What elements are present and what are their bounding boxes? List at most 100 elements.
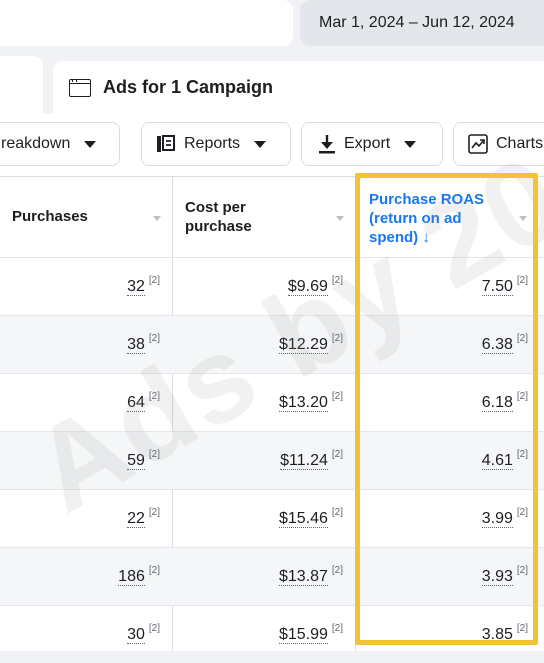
footnote-marker[interactable]: [2]: [148, 275, 160, 286]
footnote-marker[interactable]: [2]: [516, 623, 528, 634]
metric-value[interactable]: $13.20: [278, 393, 328, 412]
metric-value[interactable]: $9.69: [287, 277, 328, 296]
footnote-marker[interactable]: [2]: [516, 507, 528, 518]
metric-value[interactable]: $15.99: [278, 625, 328, 644]
sort-icon[interactable]: [336, 216, 344, 221]
footnote-marker[interactable]: [2]: [516, 449, 528, 460]
metric-value[interactable]: 6.38: [481, 335, 513, 354]
chart-icon: [468, 134, 488, 154]
tab-ads[interactable]: Ads for 1 Campaign: [53, 61, 544, 114]
metric-value[interactable]: $11.24: [280, 451, 328, 470]
footnote-marker[interactable]: [2]: [148, 507, 160, 518]
footnote-marker[interactable]: [2]: [148, 623, 160, 634]
cell-purchases: 38 [2]: [0, 316, 172, 373]
metric-value[interactable]: 30: [127, 625, 145, 644]
footnote-marker[interactable]: [2]: [331, 391, 343, 402]
date-range-picker[interactable]: Mar 1, 2024 – Jun 12, 2024: [300, 0, 544, 46]
export-label: Export: [344, 135, 391, 152]
toolbar: reakdown Reports Export Charts: [0, 114, 544, 176]
sort-icon[interactable]: [153, 216, 161, 221]
cell-cost-per-purchase: $15.99 [2]: [173, 606, 355, 663]
charts-label: Charts: [496, 135, 544, 152]
cell-cost-per-purchase: $15.46 [2]: [173, 490, 355, 547]
metric-value[interactable]: 6.18: [481, 393, 513, 412]
cell-purchases: 32 [2]: [0, 258, 172, 315]
table-row: 64 [2] $13.20 [2] 6.18 [2]: [0, 373, 544, 431]
metric-value[interactable]: 22: [127, 509, 145, 528]
cell-purchase-roas: 3.85 [2]: [356, 606, 544, 663]
breakdown-button[interactable]: reakdown: [0, 122, 120, 166]
footnote-marker[interactable]: [2]: [148, 333, 160, 344]
cell-cost-per-purchase: $13.20 [2]: [173, 374, 355, 431]
footnote-marker[interactable]: [2]: [148, 449, 160, 460]
breakdown-label: reakdown: [1, 135, 71, 152]
reports-label: Reports: [184, 135, 241, 152]
cell-cost-per-purchase: $9.69 [2]: [173, 258, 355, 315]
results-table: Purchases Cost per purchase Purchase ROA…: [0, 176, 544, 651]
footnote-marker[interactable]: [2]: [331, 565, 343, 576]
table-row: 38 [2] $12.29 [2] 6.38 [2]: [0, 315, 544, 373]
metric-value[interactable]: 59: [127, 451, 145, 470]
footnote-marker[interactable]: [2]: [331, 275, 343, 286]
cell-cost-per-purchase: $13.87 [2]: [173, 548, 355, 605]
footnote-marker[interactable]: [2]: [516, 275, 528, 286]
date-range-label: Mar 1, 2024 – Jun 12, 2024: [319, 14, 515, 31]
tab-ads-label: Ads for 1 Campaign: [103, 77, 274, 97]
reports-button[interactable]: Reports: [141, 122, 291, 166]
footnote-marker[interactable]: [2]: [331, 333, 343, 344]
cell-purchases: 22 [2]: [0, 490, 172, 547]
header-purchases-label: Purchases: [12, 208, 88, 225]
download-icon: [319, 135, 335, 154]
table-row: 32 [2] $9.69 [2] 7.50 [2]: [0, 257, 544, 315]
cell-cost-per-purchase: $11.24 [2]: [173, 432, 355, 489]
footnote-marker[interactable]: [2]: [331, 449, 343, 460]
cell-purchase-roas: 4.61 [2]: [356, 432, 544, 489]
table-row: 22 [2] $15.46 [2] 3.99 [2]: [0, 489, 544, 547]
chevron-down-icon: [84, 140, 97, 148]
chevron-down-icon: [404, 140, 417, 148]
search-bar[interactable]: [0, 0, 293, 46]
header-cost-label: Cost per purchase: [185, 199, 252, 235]
cell-cost-per-purchase: $12.29 [2]: [173, 316, 355, 373]
metric-value[interactable]: 7.50: [481, 277, 513, 296]
metric-value[interactable]: $13.87: [278, 567, 328, 586]
metric-value[interactable]: 186: [118, 567, 145, 586]
reports-icon: [157, 135, 175, 152]
cell-purchases: 30 [2]: [0, 606, 172, 663]
metric-value[interactable]: 64: [127, 393, 145, 412]
metric-value[interactable]: 3.93: [481, 567, 513, 586]
tab-campaigns-partial[interactable]: [0, 56, 43, 114]
footnote-marker[interactable]: [2]: [331, 623, 343, 634]
footnote-marker[interactable]: [2]: [331, 507, 343, 518]
metric-value[interactable]: 3.85: [481, 625, 513, 644]
cell-purchase-roas: 6.18 [2]: [356, 374, 544, 431]
cell-purchase-roas: 6.38 [2]: [356, 316, 544, 373]
cell-purchases: 64 [2]: [0, 374, 172, 431]
header-roas-label: Purchase ROAS (return on ad spend) ↓: [369, 191, 485, 246]
chevron-down-icon: [254, 140, 267, 148]
header-purchases[interactable]: Purchases: [0, 177, 172, 257]
metric-value[interactable]: $12.29: [278, 335, 328, 354]
metric-value[interactable]: 32: [127, 277, 145, 296]
ads-window-icon: [69, 78, 91, 97]
table-row: 59 [2] $11.24 [2] 4.61 [2]: [0, 431, 544, 489]
charts-button[interactable]: Charts: [453, 122, 544, 166]
cell-purchase-roas: 3.93 [2]: [356, 548, 544, 605]
footnote-marker[interactable]: [2]: [148, 565, 160, 576]
cell-purchases: 186 [2]: [0, 548, 172, 605]
footnote-marker[interactable]: [2]: [516, 333, 528, 344]
column-divider: [172, 177, 173, 651]
metric-value[interactable]: 38: [127, 335, 145, 354]
header-purchase-roas[interactable]: Purchase ROAS (return on ad spend) ↓: [357, 177, 507, 257]
cell-purchase-roas: 3.99 [2]: [356, 490, 544, 547]
footnote-marker[interactable]: [2]: [148, 391, 160, 402]
metric-value[interactable]: 4.61: [481, 451, 513, 470]
table-row: 186 [2] $13.87 [2] 3.93 [2]: [0, 547, 544, 605]
header-cost-per-purchase[interactable]: Cost per purchase: [173, 177, 323, 257]
export-button[interactable]: Export: [301, 122, 443, 166]
footnote-marker[interactable]: [2]: [516, 565, 528, 576]
footnote-marker[interactable]: [2]: [516, 391, 528, 402]
metric-value[interactable]: $15.46: [278, 509, 328, 528]
metric-value[interactable]: 3.99: [481, 509, 513, 528]
sort-icon[interactable]: [519, 216, 527, 221]
